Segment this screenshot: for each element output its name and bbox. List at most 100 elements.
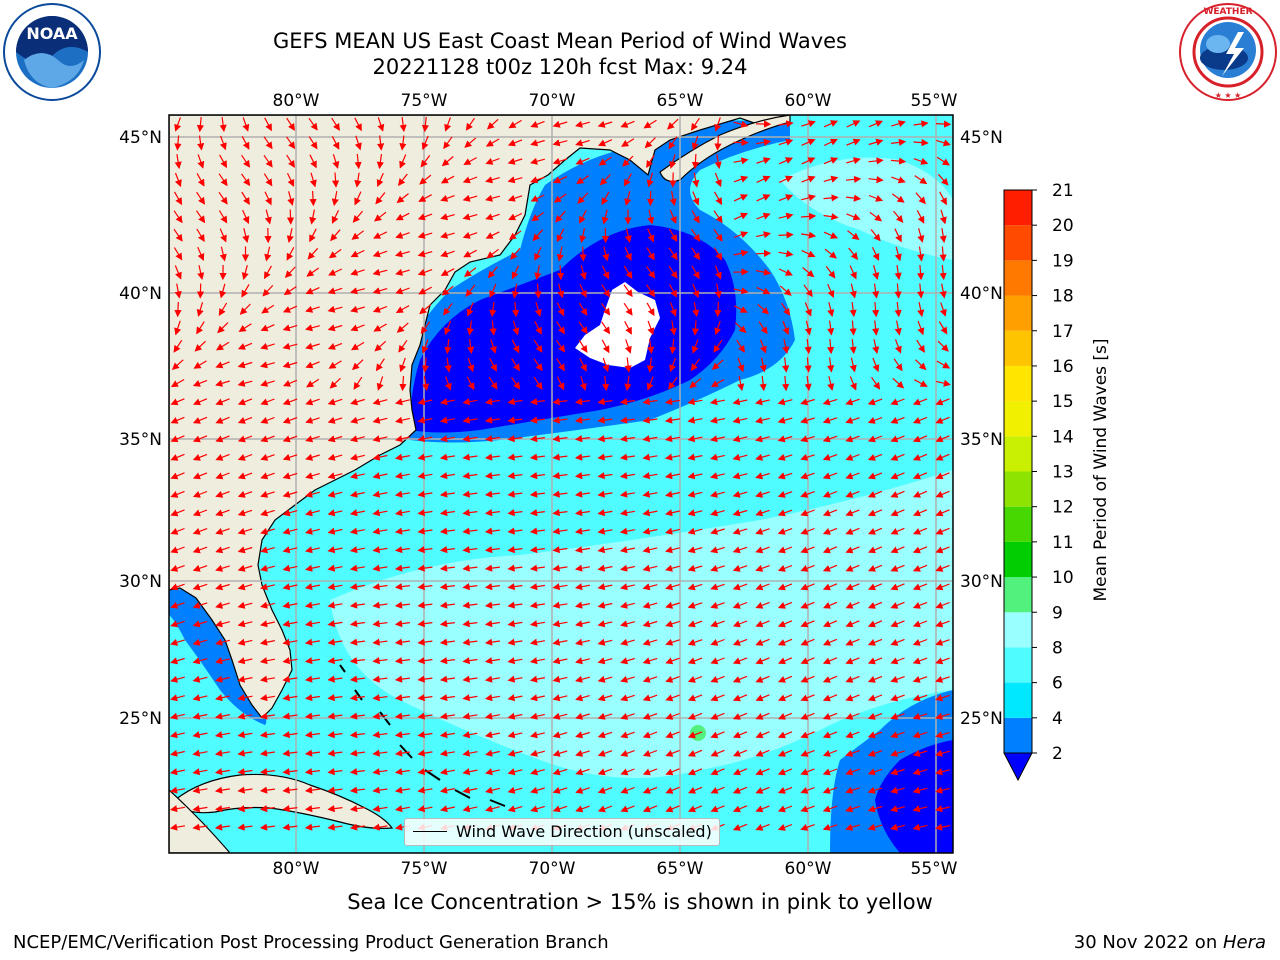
wind-wave-arrow <box>484 453 500 461</box>
wind-wave-arrow <box>823 138 838 147</box>
wind-wave-arrow <box>421 116 429 133</box>
wind-wave-arrow <box>373 323 387 332</box>
wind-wave-arrow <box>574 490 590 498</box>
wind-wave-arrow <box>419 174 432 185</box>
wind-wave-arrow <box>440 268 455 276</box>
wind-wave-arrow <box>286 228 294 243</box>
wind-wave-arrow <box>800 546 815 554</box>
wind-wave-arrow <box>801 157 816 165</box>
wind-wave-arrow <box>372 509 388 517</box>
wind-wave-arrow <box>597 601 613 609</box>
wind-wave-arrow <box>395 435 410 443</box>
lat-labels-left: 45°N 40°N 35°N 30°N 25°N <box>119 128 162 729</box>
wind-wave-arrow <box>713 247 723 261</box>
wind-wave-arrow <box>621 138 635 147</box>
wind-wave-arrow <box>196 302 204 317</box>
wind-wave-arrow <box>667 118 679 130</box>
colorbar-tick-label: 12 <box>1052 498 1074 518</box>
wind-wave-arrow <box>552 601 568 609</box>
wind-wave-arrow <box>601 284 610 298</box>
wind-wave-arrow <box>507 398 523 406</box>
wind-wave-arrow <box>891 193 905 203</box>
wind-wave-arrow <box>714 320 722 336</box>
wind-wave-arrow <box>372 305 388 313</box>
wind-wave-arrow <box>601 339 610 354</box>
wind-wave-arrow <box>241 284 250 298</box>
wind-wave-arrow <box>733 249 749 257</box>
wind-wave-arrow <box>511 376 521 390</box>
wind-wave-arrow <box>687 601 703 609</box>
wind-wave-arrow <box>192 509 208 517</box>
wind-wave-arrow <box>196 321 205 335</box>
wind-wave-arrow <box>215 398 230 406</box>
wind-wave-arrow <box>305 287 320 295</box>
wind-wave-arrow <box>264 209 272 225</box>
wind-wave-arrow <box>463 157 477 165</box>
wind-wave-arrow <box>777 564 793 572</box>
wind-wave-arrow <box>418 194 432 202</box>
wind-wave-arrow <box>395 268 410 276</box>
wind-wave-arrow <box>237 546 253 554</box>
wind-wave-arrow <box>282 379 298 387</box>
wind-wave-arrow <box>282 527 298 535</box>
wind-wave-arrow <box>597 583 613 591</box>
wind-wave-arrow <box>733 120 749 128</box>
wind-wave-arrow <box>669 209 677 225</box>
lon-tick-label: 75°W <box>401 859 448 879</box>
wind-wave-arrow <box>642 564 658 572</box>
wind-wave-arrow <box>350 472 365 480</box>
no-data-patch <box>575 282 660 368</box>
wind-wave-arrow <box>462 509 478 517</box>
wind-wave-arrow <box>462 583 478 591</box>
footer-date: 30 Nov 2022 on Hera <box>1074 932 1266 953</box>
colorbar-segment <box>1004 682 1032 718</box>
wind-wave-arrow <box>664 435 681 443</box>
wind-wave-arrow <box>935 416 950 424</box>
wind-wave-arrow <box>647 209 655 225</box>
wind-wave-arrow <box>394 527 410 535</box>
colorbar-segment <box>1004 612 1032 648</box>
lon-tick-label: 70°W <box>529 859 576 879</box>
wind-wave-arrow <box>170 583 185 591</box>
wind-wave-arrow <box>665 583 680 591</box>
wind-wave-arrow <box>912 546 928 554</box>
wind-wave-arrow <box>935 583 950 591</box>
wind-wave-arrow <box>530 139 545 147</box>
wind-wave-arrow <box>936 156 950 166</box>
lon-tick-label: 60°W <box>785 91 832 111</box>
wind-wave-arrow <box>237 472 253 480</box>
wind-wave-arrow <box>197 265 205 280</box>
wind-wave-arrow <box>508 212 523 221</box>
wind-wave-arrow <box>507 176 523 184</box>
colorbar-tick-label: 14 <box>1052 427 1074 447</box>
wind-wave-arrow <box>755 527 770 535</box>
wind-wave-arrow <box>192 546 208 554</box>
wind-wave-arrow <box>395 305 410 313</box>
wind-wave-arrow <box>822 509 838 517</box>
wind-wave-arrow <box>690 117 700 131</box>
wind-wave-arrow <box>421 339 429 354</box>
wind-wave-arrow <box>260 509 275 517</box>
wind-wave-arrow <box>711 359 724 371</box>
wind-wave-arrow <box>418 286 432 295</box>
wind-wave-arrow <box>394 472 411 480</box>
wind-wave-arrow <box>439 509 455 517</box>
wind-wave-arrow <box>647 339 655 355</box>
colorbar-tick-label: 21 <box>1052 181 1074 201</box>
wind-wave-arrow <box>532 229 544 242</box>
wind-wave-arrow <box>376 154 384 170</box>
wind-wave-arrow <box>664 472 681 480</box>
wind-wave-arrow <box>507 472 523 480</box>
wind-wave-arrow <box>867 583 883 591</box>
wind-wave-arrow <box>669 338 677 355</box>
wind-wave-arrow <box>575 157 590 165</box>
wind-wave-arrow <box>642 583 658 591</box>
wind-wave-arrow <box>597 453 613 461</box>
wind-wave-arrow <box>529 416 545 424</box>
wind-wave-arrow <box>669 284 677 298</box>
wind-wave-arrow <box>462 546 478 554</box>
lat-tick-label: 45°N <box>119 128 162 148</box>
wind-wave-arrow <box>935 490 950 498</box>
wind-wave-arrow <box>417 527 433 535</box>
wind-wave-arrow <box>755 268 772 276</box>
